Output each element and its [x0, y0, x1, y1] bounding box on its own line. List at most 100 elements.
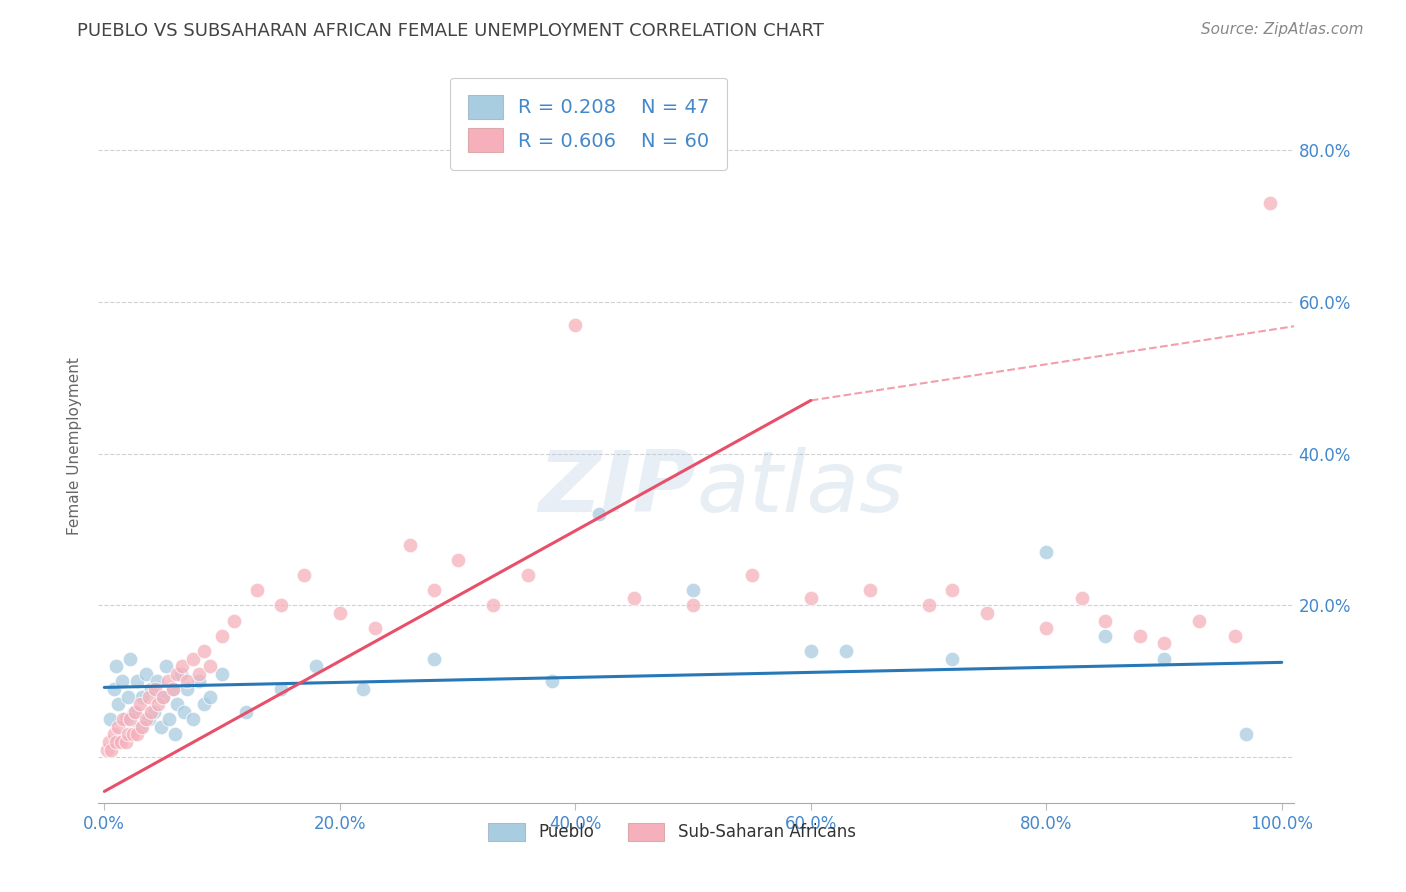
Point	[100, 742, 122, 756]
Point	[181, 651, 204, 665]
Point	[107, 697, 129, 711]
Point	[482, 599, 505, 613]
Point	[131, 720, 153, 734]
Point	[859, 583, 882, 598]
Point	[157, 712, 180, 726]
Point	[800, 644, 823, 658]
Point	[235, 705, 257, 719]
Point	[170, 666, 193, 681]
Point	[270, 599, 292, 613]
Point	[1236, 727, 1258, 741]
Point	[142, 705, 165, 719]
Point	[941, 651, 963, 665]
Point	[122, 705, 145, 719]
Point	[176, 681, 198, 696]
Point	[329, 606, 352, 620]
Point	[173, 705, 195, 719]
Point	[540, 674, 562, 689]
Text: Source: ZipAtlas.com: Source: ZipAtlas.com	[1201, 22, 1364, 37]
Point	[117, 690, 139, 704]
Point	[143, 681, 166, 696]
Point	[138, 690, 160, 704]
Point	[124, 705, 146, 719]
Point	[166, 666, 188, 681]
Point	[270, 681, 292, 696]
Text: atlas: atlas	[696, 447, 904, 531]
Point	[127, 727, 149, 741]
Point	[305, 659, 328, 673]
Point	[1035, 621, 1057, 635]
Point	[117, 727, 139, 741]
Point	[246, 583, 269, 598]
Point	[222, 614, 245, 628]
Point	[187, 666, 209, 681]
Point	[181, 712, 204, 726]
Point	[211, 666, 233, 681]
Point	[682, 599, 704, 613]
Point	[1223, 629, 1246, 643]
Point	[134, 666, 156, 681]
Point	[1070, 591, 1092, 605]
Point	[162, 681, 184, 696]
Point	[105, 735, 128, 749]
Point	[121, 727, 143, 741]
Point	[446, 553, 468, 567]
Text: PUEBLO VS SUBSAHARAN AFRICAN FEMALE UNEMPLOYMENT CORRELATION CHART: PUEBLO VS SUBSAHARAN AFRICAN FEMALE UNEM…	[77, 22, 824, 40]
Point	[141, 681, 163, 696]
Point	[120, 651, 142, 665]
Point	[1258, 196, 1281, 211]
Point	[98, 735, 121, 749]
Point	[103, 681, 125, 696]
Point	[1129, 629, 1152, 643]
Point	[941, 583, 963, 598]
Point	[166, 697, 188, 711]
Point	[156, 674, 179, 689]
Point	[200, 659, 222, 673]
Point	[114, 712, 136, 726]
Point	[114, 735, 136, 749]
Point	[623, 591, 645, 605]
Point	[1153, 651, 1175, 665]
Point	[152, 690, 174, 704]
Point	[200, 690, 222, 704]
Point	[193, 697, 215, 711]
Point	[96, 742, 118, 756]
Point	[163, 727, 186, 741]
Point	[682, 583, 704, 598]
Point	[1094, 614, 1116, 628]
Point	[134, 712, 156, 726]
Point	[120, 712, 142, 726]
Point	[146, 674, 169, 689]
Point	[128, 720, 150, 734]
Point	[187, 674, 209, 689]
Point	[211, 629, 233, 643]
Point	[588, 508, 610, 522]
Point	[176, 674, 198, 689]
Point	[423, 651, 446, 665]
Point	[294, 568, 316, 582]
Point	[131, 690, 153, 704]
Text: ZIP: ZIP	[538, 447, 696, 531]
Point	[107, 720, 129, 734]
Point	[103, 727, 125, 741]
Y-axis label: Female Unemployment: Female Unemployment	[67, 357, 83, 535]
Point	[917, 599, 939, 613]
Point	[193, 644, 215, 658]
Point	[564, 318, 586, 332]
Point	[1188, 614, 1211, 628]
Point	[364, 621, 387, 635]
Point	[423, 583, 446, 598]
Point	[1094, 629, 1116, 643]
Point	[112, 712, 135, 726]
Legend: Pueblo, Sub-Saharan Africans: Pueblo, Sub-Saharan Africans	[482, 816, 862, 848]
Point	[517, 568, 540, 582]
Point	[741, 568, 763, 582]
Point	[105, 659, 128, 673]
Point	[110, 735, 132, 749]
Point	[111, 674, 134, 689]
Point	[1035, 545, 1057, 559]
Point	[976, 606, 998, 620]
Point	[148, 697, 170, 711]
Point	[162, 681, 184, 696]
Point	[141, 705, 163, 719]
